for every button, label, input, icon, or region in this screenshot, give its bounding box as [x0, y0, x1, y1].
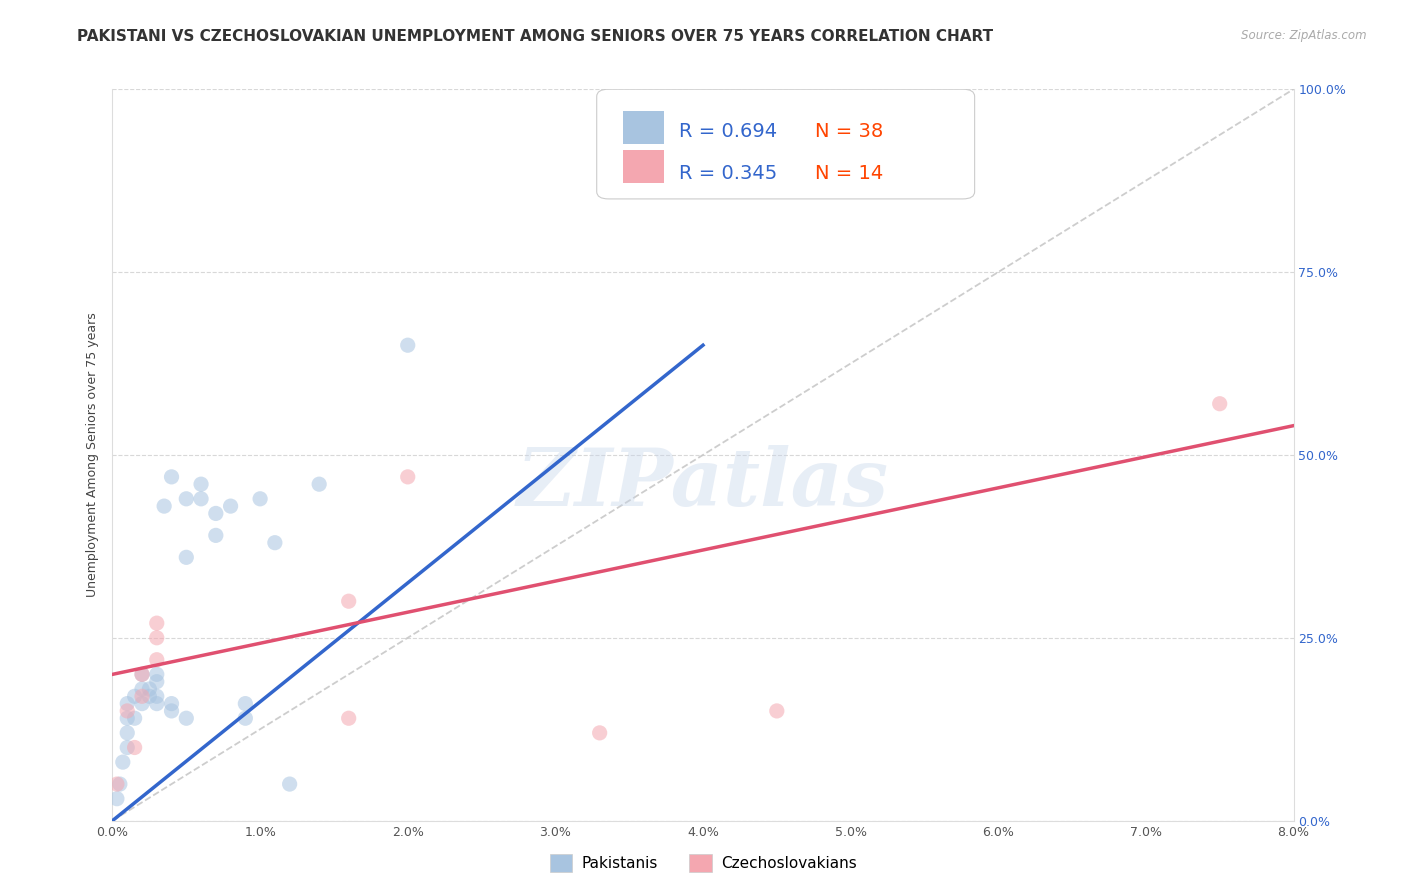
Point	[174, 550, 197, 565]
Point	[190, 477, 212, 491]
Point	[337, 594, 360, 608]
Point	[138, 681, 160, 696]
Point	[308, 477, 330, 491]
Point	[124, 690, 146, 704]
Text: PAKISTANI VS CZECHOSLOVAKIAN UNEMPLOYMENT AMONG SENIORS OVER 75 YEARS CORRELATIO: PAKISTANI VS CZECHOSLOVAKIAN UNEMPLOYMEN…	[77, 29, 994, 45]
Point	[124, 711, 146, 725]
Text: ZIPatlas: ZIPatlas	[517, 445, 889, 523]
Point	[146, 653, 169, 667]
Point	[160, 697, 183, 711]
Point	[105, 791, 128, 805]
Point	[190, 491, 212, 506]
Text: Source: ZipAtlas.com: Source: ZipAtlas.com	[1241, 29, 1367, 43]
Point	[131, 667, 153, 681]
Point	[174, 711, 197, 725]
Text: R = 0.694: R = 0.694	[679, 122, 778, 141]
Point	[160, 470, 183, 484]
Point	[153, 499, 176, 513]
Point	[174, 491, 197, 506]
Point	[131, 697, 153, 711]
Point	[117, 740, 138, 755]
Point	[146, 674, 169, 689]
Point	[108, 777, 131, 791]
Point	[146, 667, 169, 681]
Point	[131, 667, 153, 681]
Point	[117, 704, 138, 718]
FancyBboxPatch shape	[596, 89, 974, 199]
Point	[765, 704, 787, 718]
Point	[337, 711, 360, 725]
Point	[138, 690, 160, 704]
Point	[278, 777, 301, 791]
FancyBboxPatch shape	[623, 112, 664, 144]
Point	[160, 704, 183, 718]
Point	[117, 711, 138, 725]
Point	[588, 726, 610, 740]
Point	[205, 507, 228, 521]
Point	[105, 777, 128, 791]
Y-axis label: Unemployment Among Seniors over 75 years: Unemployment Among Seniors over 75 years	[86, 312, 100, 598]
Point	[146, 697, 169, 711]
Point	[146, 616, 169, 631]
Point	[233, 697, 256, 711]
Point	[131, 690, 153, 704]
Text: N = 14: N = 14	[815, 164, 883, 183]
Point	[124, 740, 146, 755]
Point	[117, 697, 138, 711]
Point	[264, 535, 287, 549]
Point	[662, 112, 685, 126]
Point	[205, 528, 228, 542]
Text: N = 38: N = 38	[815, 122, 883, 141]
Point	[1208, 397, 1232, 411]
Legend: Pakistanis, Czechoslovakians: Pakistanis, Czechoslovakians	[541, 846, 865, 880]
Point	[111, 755, 134, 769]
Point	[131, 681, 153, 696]
Point	[233, 711, 256, 725]
Point	[249, 491, 271, 506]
Point	[146, 631, 169, 645]
Point	[219, 499, 242, 513]
Point	[117, 726, 138, 740]
Point	[396, 338, 419, 352]
Point	[396, 470, 419, 484]
FancyBboxPatch shape	[623, 150, 664, 183]
Text: R = 0.345: R = 0.345	[679, 164, 778, 183]
Point	[146, 690, 169, 704]
